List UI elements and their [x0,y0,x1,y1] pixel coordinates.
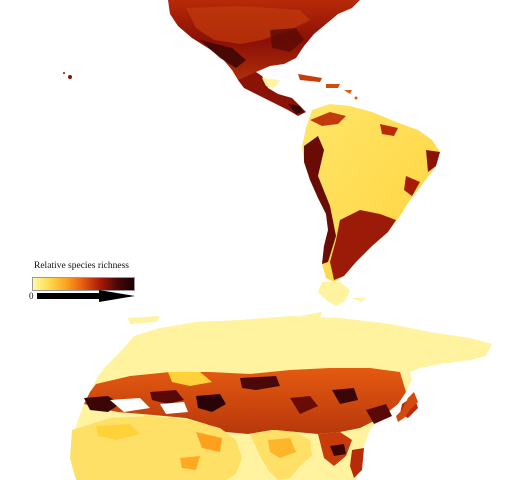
legend-min-label: 0 [29,291,34,301]
mid-latitude-richness-belt [84,368,418,434]
central-america [238,72,306,116]
legend-title: Relative species richness [34,261,129,271]
legend: Relative species richness 0 [29,259,139,307]
north-africa-middle-east [70,416,242,480]
south-america [302,104,440,306]
caribbean-islands [63,72,358,100]
legend-color-scale [32,277,135,291]
north-america [168,0,360,82]
india-southeast-asia [250,430,364,480]
increase-arrow-icon [37,290,135,302]
japan [396,392,418,422]
